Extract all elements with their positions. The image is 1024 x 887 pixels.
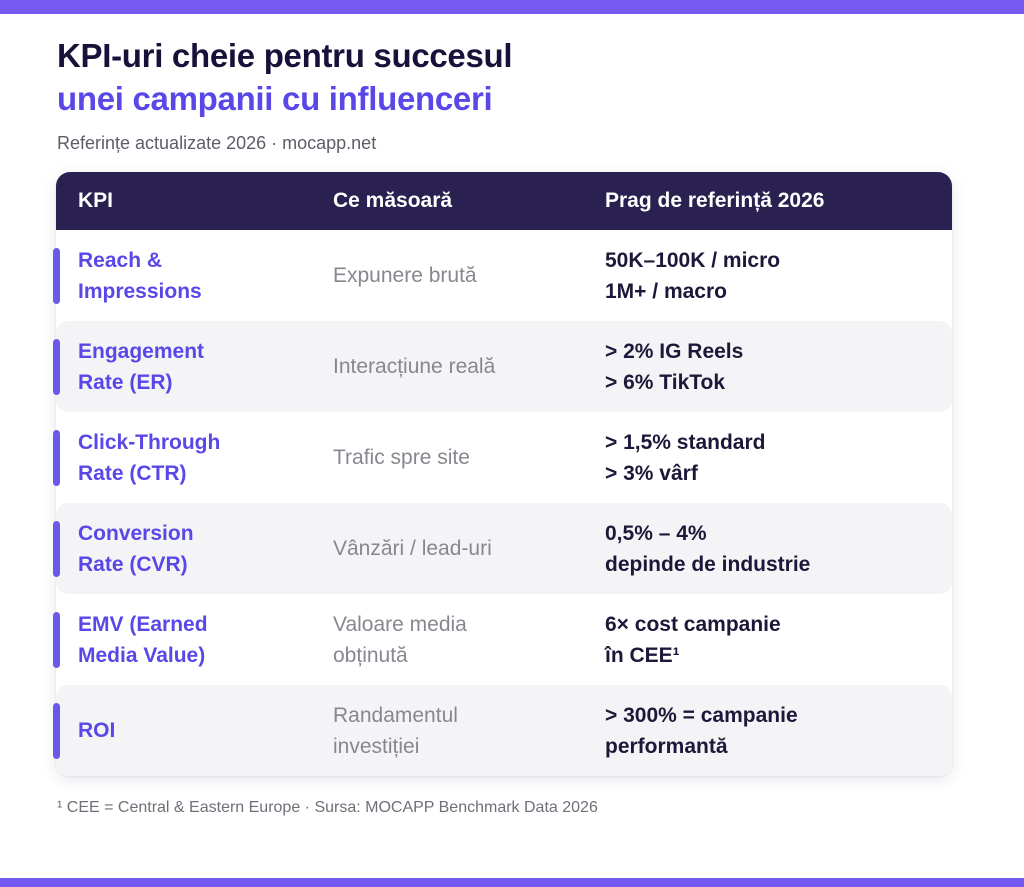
kpi-benchmark: 50K–100K / micro 1M+ / macro <box>605 248 781 303</box>
kpi-name: Engagement Rate (ER) <box>78 339 205 394</box>
table-row-roi: ROI Randamentul investiției > 300% = cam… <box>53 685 952 776</box>
kpi-name: Reach & Impressions <box>78 248 202 303</box>
kpi-name: Conversion Rate (CVR) <box>78 521 194 576</box>
kpi-benchmark: 0,5% – 4% depinde de industrie <box>605 521 811 576</box>
kpi-accent-bar <box>53 611 60 668</box>
kpi-benchmark: > 1,5% standard > 3% vârf <box>605 430 766 485</box>
header-kpi: KPI <box>78 189 114 212</box>
kpi-name: Click-Through Rate (CTR) <box>78 430 221 485</box>
kpi-benchmark: 6× cost campanie în CEE¹ <box>605 612 781 667</box>
kpi-measure: Interacțiune reală <box>333 355 496 378</box>
table-row-ctr: Click-Through Rate (CTR) Trafic spre sit… <box>53 412 952 503</box>
kpi-benchmark: > 2% IG Reels > 6% TikTok <box>605 339 744 394</box>
kpi-name: ROI <box>78 719 116 742</box>
page-title-line2: unei campanii cu influenceri <box>57 80 493 117</box>
header-measure: Ce măsoară <box>333 189 453 212</box>
page-title-line1: KPI-uri cheie pentru succesul <box>57 37 513 74</box>
page-subtitle: Referințe actualizate 2026 · mocapp.net <box>57 133 377 153</box>
top-accent-bar <box>0 0 1024 14</box>
table-row-reach: Reach & Impressions Expunere brută 50K–1… <box>53 230 952 321</box>
table-row-emv: EMV (Earned Media Value) Valoare media o… <box>53 594 952 685</box>
page-header: KPI-uri cheie pentru succesul unei campa… <box>57 34 513 154</box>
kpi-table: KPI Ce măsoară Prag de referință 2026 Re… <box>53 172 952 776</box>
kpi-measure: Randamentul investiției <box>333 703 458 758</box>
kpi-accent-bar <box>53 702 60 759</box>
kpi-benchmark: > 300% = campanie performantă <box>605 703 798 758</box>
kpi-accent-bar <box>53 520 60 577</box>
kpi-accent-bar <box>53 338 60 395</box>
kpi-accent-bar <box>53 429 60 486</box>
kpi-measure: Trafic spre site <box>333 446 470 469</box>
kpi-accent-bar <box>53 247 60 304</box>
kpi-measure: Expunere brută <box>333 264 477 287</box>
kpi-measure: Valoare media obținută <box>333 612 467 667</box>
header-benchmark: Prag de referință 2026 <box>605 189 825 212</box>
bottom-accent-bar <box>0 878 1024 887</box>
kpi-name: EMV (Earned Media Value) <box>78 612 208 667</box>
table-row-cvr: Conversion Rate (CVR) Vânzări / lead-uri… <box>53 503 952 594</box>
footnote: ¹ CEE = Central & Eastern Europe · Sursa… <box>57 799 598 816</box>
table-row-engagement: Engagement Rate (ER) Interacțiune reală … <box>53 321 952 412</box>
kpi-measure: Vânzări / lead-uri <box>333 537 492 560</box>
table-header-row: KPI Ce măsoară Prag de referință 2026 <box>56 172 952 230</box>
